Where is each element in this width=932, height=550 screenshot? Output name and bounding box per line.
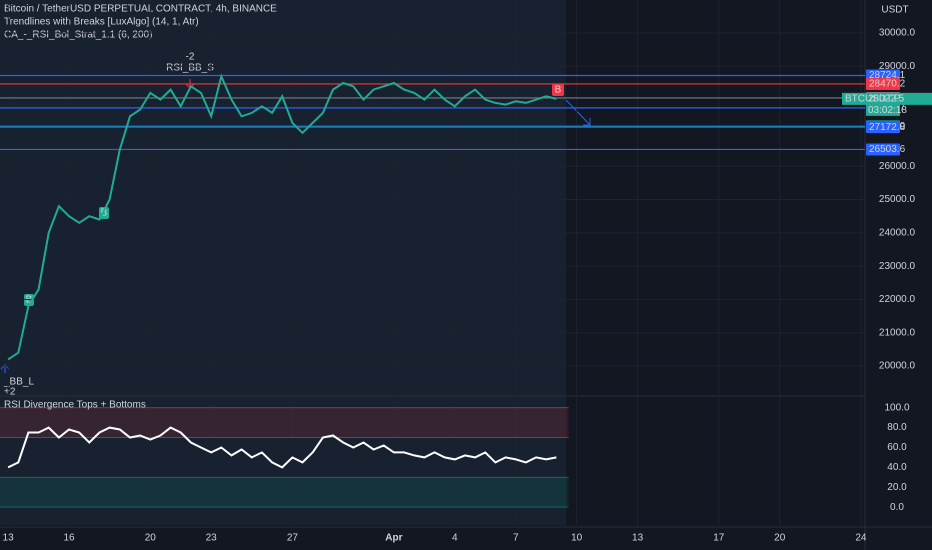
currency: USDT [881,5,908,16]
x-tick-label: 4 [452,533,458,544]
y-tick-label: 40.0 [887,462,907,473]
x-tick-label: 17 [713,533,725,544]
y-tick-label: 0.0 [890,502,904,513]
buy-marker-text: B [26,295,33,306]
y-tick-label: 21000.0 [879,327,916,338]
price-tag-label: 28470.2 [869,79,906,90]
buy-marker [24,294,34,306]
price-tag [866,121,900,134]
price-tag-label: 27172.8 [869,122,906,133]
series-line [7,73,557,361]
buy-marker-text: B [101,208,108,219]
countdown: 03:02:18 [868,105,907,116]
signal-label: _BB_L [3,377,34,388]
y-tick-label: 60.0 [887,442,907,453]
y-tick-label: 26000.0 [879,161,916,172]
pane-title: RSI Divergence Tops + Bottoms [4,400,146,411]
x-tick-label: 23 [206,533,218,544]
x-tick-label: 13 [632,533,644,544]
x-tick-label: 13 [3,533,15,544]
series-name: BTCUSDT.P [845,93,901,104]
x-tick-label: 27 [287,533,299,544]
countdown-tag [866,104,900,116]
last-price: 28022.5 [868,93,905,104]
x-tick-label: 20 [145,533,157,544]
rsi-band [0,477,569,508]
y-tick-label: 22000.0 [879,294,916,305]
projection-arrow [565,99,591,126]
signal-label: RSI_BB_S [166,63,214,74]
x-tick-label: 16 [63,533,75,544]
x-tick-label: 20 [774,533,786,544]
x-tick-label: 10 [571,533,583,544]
y-tick-label: 23000.0 [879,261,916,272]
y-tick-label: 24000.0 [879,227,916,238]
x-tick-label: 7 [513,533,519,544]
indicator-label[interactable]: Trendlines with Breaks [LuxAlgo] (14, 1,… [4,17,199,28]
y-tick-label: 25000.0 [879,194,916,205]
sell-marker [552,84,564,96]
signal-count: +2 [4,387,16,398]
rsi-band [0,407,569,438]
series-line [7,426,557,469]
sell-marker-text: B [555,85,562,96]
last-price-tag [842,92,932,105]
x-tick-label: 24 [855,533,867,544]
history-shade [0,0,566,525]
price-tag-label: 28724.1 [869,70,906,81]
price-tag-label: 26503.6 [869,144,906,155]
y-tick-label: 80.0 [887,422,907,433]
y-tick-label: 29000.0 [879,61,916,72]
price-tag [866,143,900,156]
x-tick-label: Apr [385,533,402,544]
symbol-title[interactable]: Bitcoin / TetherUSD PERPETUAL CONTRACT, … [4,4,277,15]
y-tick-label: 20000.0 [879,361,916,372]
y-tick-label: 30000.0 [879,28,916,39]
price-tag [866,77,900,90]
y-tick-label: 100.0 [884,402,909,413]
indicator-label[interactable]: CA_-_RSI_Bol_Strat_1.1 (6, 200) [4,30,152,41]
signal-count: -2 [186,52,195,63]
y-tick-label: 20.0 [887,482,907,493]
